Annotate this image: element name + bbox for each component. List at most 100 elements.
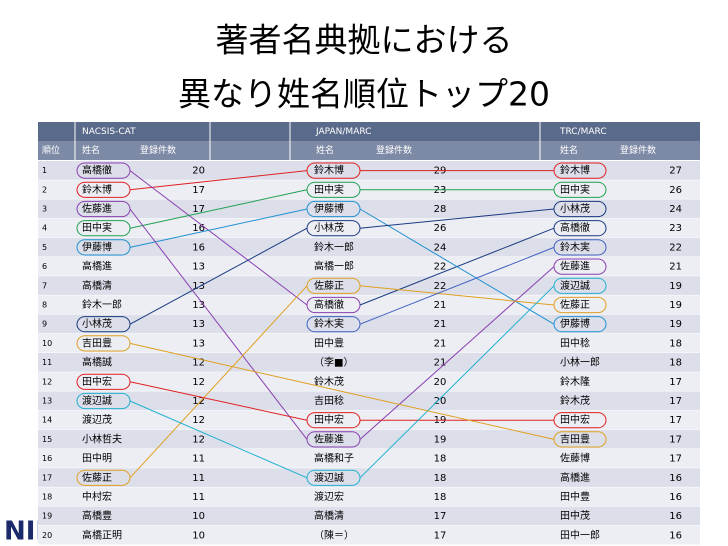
count: 22 bbox=[434, 281, 447, 292]
connector bbox=[129, 170, 308, 191]
name: 佐藤博 bbox=[560, 452, 590, 465]
name: 田中実 bbox=[314, 183, 344, 196]
connector bbox=[129, 208, 308, 440]
column-header: 姓名 bbox=[316, 144, 334, 156]
name-oval bbox=[76, 469, 131, 486]
count: 16 bbox=[669, 473, 682, 484]
name: 高橋進 bbox=[560, 471, 590, 484]
rank: 8 bbox=[42, 301, 47, 310]
name: 小林一郎 bbox=[560, 356, 600, 369]
count: 12 bbox=[192, 358, 205, 369]
connector bbox=[359, 285, 555, 306]
count: 18 bbox=[434, 454, 447, 465]
rank: 5 bbox=[42, 243, 47, 252]
row-band bbox=[38, 237, 700, 257]
count: 12 bbox=[192, 415, 205, 426]
title-line: 著者名典拠における bbox=[216, 21, 513, 60]
count: 26 bbox=[434, 223, 447, 234]
column-header: 姓名 bbox=[82, 144, 100, 156]
name: 高橋徹 bbox=[314, 298, 344, 311]
count: 11 bbox=[192, 492, 205, 503]
name: 小林茂 bbox=[560, 202, 590, 215]
rank: 15 bbox=[42, 435, 52, 444]
count: 19 bbox=[669, 300, 682, 311]
name: 高橋徹 bbox=[560, 221, 590, 234]
count: 16 bbox=[669, 530, 682, 541]
count: 28 bbox=[434, 204, 447, 215]
count: 13 bbox=[192, 281, 205, 292]
rank: 20 bbox=[42, 531, 52, 540]
name-oval bbox=[306, 316, 361, 333]
name: 田中茂 bbox=[560, 509, 590, 522]
count: 12 bbox=[192, 396, 205, 407]
connector bbox=[359, 246, 555, 325]
column-header: 登録件数 bbox=[140, 144, 176, 156]
name-oval bbox=[76, 220, 131, 237]
count: 24 bbox=[434, 242, 447, 253]
name-oval bbox=[553, 200, 607, 218]
count: 22 bbox=[434, 262, 447, 273]
header-band bbox=[38, 122, 700, 141]
count: 19 bbox=[669, 319, 682, 330]
count: 13 bbox=[192, 262, 205, 273]
name: 鈴木一郎 bbox=[82, 298, 122, 311]
name: 鈴木実 bbox=[314, 317, 344, 330]
header-band bbox=[38, 141, 700, 160]
name: 高橋清 bbox=[82, 279, 112, 292]
row-band bbox=[38, 353, 700, 373]
name-oval bbox=[553, 296, 607, 314]
rank: 11 bbox=[42, 358, 52, 367]
count: 16 bbox=[669, 492, 682, 503]
name: 小林哲夫 bbox=[82, 432, 122, 445]
connector bbox=[359, 208, 555, 229]
rank: 9 bbox=[42, 320, 47, 329]
name-oval bbox=[553, 431, 607, 448]
rank: 14 bbox=[42, 416, 52, 425]
name: 鈴木実 bbox=[560, 240, 590, 253]
count: 17 bbox=[192, 204, 205, 215]
count: 18 bbox=[669, 338, 682, 349]
count: 20 bbox=[434, 396, 447, 407]
name-oval bbox=[553, 162, 607, 179]
name: 高橋一郎 bbox=[314, 260, 354, 273]
name: 田中稔 bbox=[560, 336, 590, 349]
name: 伊藤博 bbox=[314, 202, 344, 215]
count: 21 bbox=[434, 300, 447, 311]
name-oval bbox=[76, 239, 131, 256]
row-band bbox=[38, 333, 700, 353]
rank: 1 bbox=[42, 166, 47, 175]
connector bbox=[129, 208, 308, 248]
column-header: 登録件数 bbox=[376, 144, 412, 156]
row-band bbox=[38, 314, 700, 334]
count: 10 bbox=[192, 511, 205, 522]
rank: 19 bbox=[42, 512, 52, 521]
name-oval bbox=[76, 316, 131, 333]
count: 17 bbox=[669, 377, 682, 388]
name-oval bbox=[553, 220, 607, 237]
name: 田中宏 bbox=[560, 413, 590, 426]
count: 16 bbox=[669, 511, 682, 522]
name: 鈴木博 bbox=[560, 164, 590, 177]
name: 中村宏 bbox=[82, 490, 112, 503]
row-band bbox=[38, 199, 700, 219]
rank: 4 bbox=[42, 224, 47, 233]
count: 17 bbox=[669, 434, 682, 445]
name-oval bbox=[76, 162, 131, 179]
count: 17 bbox=[192, 185, 205, 196]
column-header: 姓名 bbox=[560, 144, 578, 156]
name: 佐藤正 bbox=[82, 472, 112, 484]
name: 田中一郎 bbox=[560, 528, 600, 541]
name: 小林茂 bbox=[314, 221, 344, 234]
name: 鈴木茂 bbox=[314, 375, 344, 388]
name-oval bbox=[76, 200, 131, 218]
connector bbox=[129, 400, 308, 479]
count: 17 bbox=[669, 415, 682, 426]
name: 高橋徹 bbox=[82, 164, 112, 177]
name-oval bbox=[553, 181, 607, 198]
name-oval bbox=[76, 335, 131, 352]
rank: 7 bbox=[42, 281, 47, 290]
name: 吉田豊 bbox=[82, 336, 112, 349]
name: 高橋和子 bbox=[314, 452, 354, 465]
row-band bbox=[38, 525, 700, 545]
